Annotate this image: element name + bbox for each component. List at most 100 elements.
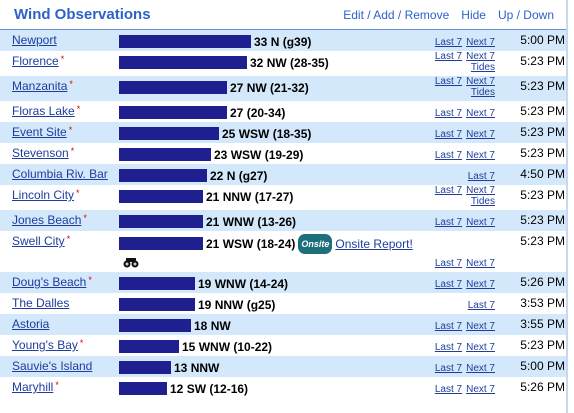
asterisk: * [60, 54, 65, 64]
obs-link[interactable]: Next 7 [466, 363, 495, 374]
rows: Newport 33 N (g39) Last 7 Next 7 5:00 PM Flor… [0, 30, 566, 398]
reading-detail: SW (12-16) [186, 382, 249, 396]
station-cell: Young's Bay * [0, 335, 119, 356]
station-cell: Manzanita * [0, 76, 119, 101]
time: 5:23 PM [520, 188, 565, 202]
station-cell: Astoria [0, 314, 119, 335]
station-link[interactable]: Floras Lake [12, 104, 75, 118]
report-link[interactable]: Onsite Report! [335, 237, 413, 251]
row: Maryhill * 12 SW (12-16) Last 7 Next 7 5:26 P… [0, 377, 566, 398]
obs-link[interactable]: Last 7 [434, 129, 463, 140]
station-link[interactable]: Manzanita [12, 79, 68, 93]
row: Newport 33 N (g39) Last 7 Next 7 5:00 PM [0, 30, 566, 51]
station-link[interactable]: Young's Bay [12, 338, 78, 352]
obs-link[interactable]: Next 7 [466, 384, 495, 395]
station-cell: Sauvie's Island [0, 356, 119, 377]
obs-link[interactable]: Next 7 [466, 217, 495, 228]
obs-link[interactable]: Last 7 [434, 37, 463, 48]
station-link[interactable]: Jones Beach [12, 213, 82, 227]
links-cell: Last 7 Next 7 [419, 279, 495, 293]
obs-link[interactable]: Last 7 [467, 300, 495, 311]
reading-detail: N (g27) [226, 169, 268, 183]
obs-link[interactable]: Next 7 [466, 108, 495, 119]
asterisk: * [79, 338, 84, 348]
station-link[interactable]: Newport [12, 33, 57, 47]
obs-link[interactable]: Next 7 [466, 321, 495, 332]
obs-link[interactable]: Next 7 [466, 129, 495, 140]
reading-detail: NNW (17-27) [222, 190, 294, 204]
reading-cell: 22 N (g27) [119, 164, 419, 185]
reading-cell: 32 NW (28-35) [119, 51, 419, 76]
obs-link[interactable]: Last 7 [434, 150, 463, 161]
row: Jones Beach * 21 WNW (13-26) Last 7 Next 7 5:… [0, 210, 566, 231]
station-cell: Lincoln City * [0, 185, 119, 210]
obs-link[interactable]: Last 7 [434, 321, 463, 332]
obs-link[interactable]: Tides [470, 87, 495, 98]
obs-link[interactable]: Tides [470, 62, 495, 73]
links-cell: Last 7 Next 7 [419, 258, 495, 272]
row: The Dalles 19 NNW (g25) Last 7 3:53 PM [0, 293, 566, 314]
obs-link[interactable]: Next 7 [466, 51, 495, 62]
station-link[interactable]: Stevenson [12, 146, 69, 160]
obs-link[interactable]: Next 7 [466, 37, 495, 48]
station-link[interactable]: Doug's Beach [12, 275, 87, 289]
station-link[interactable]: Maryhill [12, 380, 54, 394]
obs-link[interactable]: Last 7 [434, 76, 463, 87]
obs-link[interactable]: Next 7 [466, 258, 495, 269]
station-link[interactable]: The Dalles [12, 296, 70, 310]
reading-cell: 25 WSW (18-35) [119, 122, 419, 143]
header-link[interactable]: Hide [461, 7, 486, 22]
links-cell: Last 7 Next 7 [419, 108, 495, 122]
reading-cell: 27 NW (21-32) [119, 76, 419, 101]
speed: 32 [250, 56, 264, 70]
obs-link[interactable]: Tides [470, 196, 495, 207]
obs-link[interactable]: Next 7 [466, 279, 495, 290]
obs-link[interactable]: Last 7 [434, 384, 463, 395]
obs-link[interactable]: Next 7 [466, 76, 495, 87]
station-cell: Jones Beach * [0, 210, 119, 231]
reading-cell: 13 NNW [119, 356, 419, 377]
obs-link[interactable]: Last 7 [434, 217, 463, 228]
obs-link[interactable]: Last 7 [434, 279, 463, 290]
station-link[interactable]: Florence [12, 54, 59, 68]
reading-detail: WSW (18-24) [222, 237, 296, 251]
reading-detail: NW [210, 319, 231, 333]
station-link[interactable]: Astoria [12, 317, 50, 331]
obs-link[interactable]: Last 7 [467, 171, 495, 182]
row: Event Site * 25 WSW (18-35) Last 7 Next 7 5:2… [0, 122, 566, 143]
obs-link[interactable]: Last 7 [434, 108, 463, 119]
obs-link[interactable]: Last 7 [434, 51, 463, 62]
speed-bar [119, 340, 179, 353]
speed: 15 [182, 340, 196, 354]
time: 5:00 PM [520, 33, 565, 47]
obs-link[interactable]: Next 7 [466, 150, 495, 161]
station-link[interactable]: Sauvie's Island [12, 359, 93, 373]
speed: 25 [222, 127, 236, 141]
reading-cell: 21 NNW (17-27) [119, 185, 419, 210]
speed-bar [119, 35, 251, 48]
obs-link[interactable]: Next 7 [466, 185, 495, 196]
obs-link[interactable]: Last 7 [434, 342, 463, 353]
reading-detail: NNW [190, 361, 220, 375]
reading-cell: 15 WNW (10-22) [119, 335, 419, 356]
obs-link[interactable]: Next 7 [466, 342, 495, 353]
obs-link[interactable]: Last 7 [434, 258, 463, 269]
reading-detail: WNW (13-26) [222, 215, 297, 229]
station-link[interactable]: Swell City [12, 234, 65, 248]
row: Florence * 32 NW (28-35) Last 7 Next 7 Tides 5… [0, 51, 566, 76]
header-link[interactable]: Edit / Add / Remove [343, 7, 450, 22]
station-link[interactable]: Lincoln City [12, 188, 75, 202]
time: 3:53 PM [520, 296, 565, 310]
obs-link[interactable]: Last 7 [434, 185, 463, 196]
obs-link[interactable]: Last 7 [434, 363, 463, 374]
speed-bar [119, 215, 203, 228]
time: 5:23 PM [520, 146, 565, 160]
speed: 21 [206, 215, 220, 229]
header-link[interactable]: Up / Down [497, 7, 554, 22]
time: 5:23 PM [520, 79, 565, 93]
station-cell: Newport [0, 30, 119, 51]
time: 5:23 PM [520, 213, 565, 227]
row: Swell City * 21 WSW (18-24) Onsite Onsite Re… [0, 231, 566, 272]
station-link[interactable]: Columbia Riv. Bar [12, 167, 108, 181]
station-link[interactable]: Event Site [12, 125, 67, 139]
